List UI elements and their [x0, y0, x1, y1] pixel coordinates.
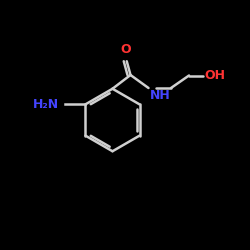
Text: NH: NH: [150, 89, 171, 102]
Text: O: O: [120, 43, 131, 56]
Text: H₂N: H₂N: [33, 98, 59, 111]
Text: OH: OH: [205, 69, 226, 82]
